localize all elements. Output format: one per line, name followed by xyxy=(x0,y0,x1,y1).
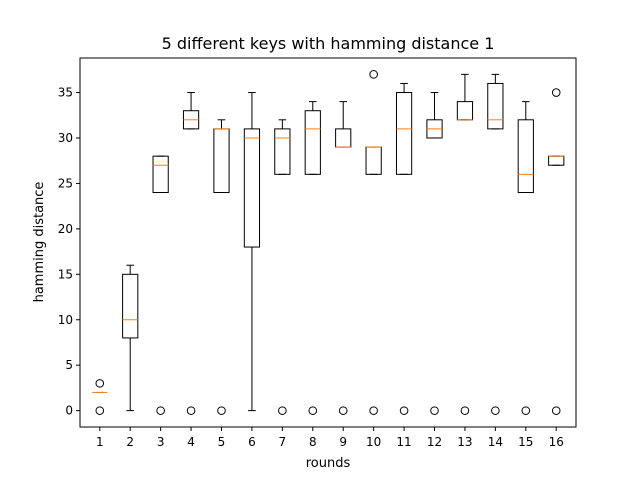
x-tick-label: 5 xyxy=(218,435,226,449)
x-tick-label: 3 xyxy=(157,435,165,449)
x-tick-label: 15 xyxy=(518,435,533,449)
outlier-point xyxy=(551,88,561,97)
x-tick-label: 8 xyxy=(309,435,317,449)
x-tick-label: 10 xyxy=(366,435,381,449)
x-tick-label: 1 xyxy=(96,435,104,449)
chart-title: 5 different keys with hamming distance 1 xyxy=(162,34,495,53)
outlier-point xyxy=(399,406,409,415)
x-tick-label: 6 xyxy=(248,435,256,449)
box-group-round-11 xyxy=(395,82,413,415)
plot-content xyxy=(92,70,565,415)
box-group-round-6 xyxy=(243,92,261,412)
outlier-point xyxy=(521,406,531,415)
box-group-round-2 xyxy=(122,264,139,412)
box-iqr xyxy=(122,273,139,339)
x-tick-label: 9 xyxy=(339,435,347,449)
box-group-round-14 xyxy=(487,73,504,415)
box-group-round-16 xyxy=(548,88,565,415)
x-tick-label: 13 xyxy=(457,435,472,449)
y-tick-label: 5 xyxy=(65,358,73,372)
y-tick-label: 30 xyxy=(58,131,73,145)
x-tick-label: 2 xyxy=(126,435,134,449)
box-group-round-7 xyxy=(274,119,291,415)
box-group-round-1 xyxy=(92,379,108,415)
box-group-round-3 xyxy=(152,155,169,415)
box-iqr xyxy=(152,155,169,194)
x-tick-label: 4 xyxy=(187,435,195,449)
y-tick-label: 10 xyxy=(58,313,73,327)
y-tick-label: 20 xyxy=(58,222,73,236)
outlier-point xyxy=(217,406,226,415)
outlier-point xyxy=(156,406,165,415)
y-tick-label: 35 xyxy=(58,86,73,100)
box-group-round-13 xyxy=(456,73,474,415)
y-axis-label: hamming distance xyxy=(32,182,47,303)
y-tick-label: 25 xyxy=(58,176,73,190)
box-iqr xyxy=(243,128,261,248)
box-group-round-12 xyxy=(426,92,443,415)
x-axis: 1 2 3 4 5 6 7 8 9 10 11 12 13 14 15 16 xyxy=(96,427,564,449)
y-axis: 0 5 10 15 20 25 30 35 xyxy=(58,86,80,418)
box-group-round-9 xyxy=(335,101,352,415)
outlier-point xyxy=(308,406,318,415)
box-iqr xyxy=(274,128,291,175)
box-group-round-4 xyxy=(182,92,200,415)
x-tick-label: 11 xyxy=(396,435,411,449)
outlier-point xyxy=(95,379,105,388)
box-iqr xyxy=(304,110,321,175)
plot-area-frame xyxy=(79,57,577,428)
box-group-round-15 xyxy=(517,101,534,415)
outlier-point xyxy=(278,406,287,415)
box-iqr xyxy=(395,92,413,175)
box-group-round-8 xyxy=(304,101,321,415)
outlier-point xyxy=(95,406,105,415)
outlier-point xyxy=(369,406,378,415)
outlier-point xyxy=(338,406,348,415)
box-group-round-5 xyxy=(213,119,230,415)
x-tick-label: 14 xyxy=(488,435,503,449)
x-tick-label: 7 xyxy=(279,435,287,449)
outlier-point xyxy=(369,70,378,79)
x-tick-label: 12 xyxy=(427,435,442,449)
y-tick-label: 0 xyxy=(65,404,73,418)
outlier-point xyxy=(460,406,470,415)
box-iqr xyxy=(517,119,534,194)
y-tick-label: 15 xyxy=(58,267,73,281)
outlier-point xyxy=(551,406,561,415)
outlier-point xyxy=(186,406,196,415)
outlier-point xyxy=(430,406,439,415)
x-tick-label: 16 xyxy=(549,435,564,449)
box-iqr xyxy=(487,82,504,130)
box-group-round-10 xyxy=(365,70,382,415)
x-axis-label: rounds xyxy=(306,456,351,471)
outlier-point xyxy=(491,406,500,415)
